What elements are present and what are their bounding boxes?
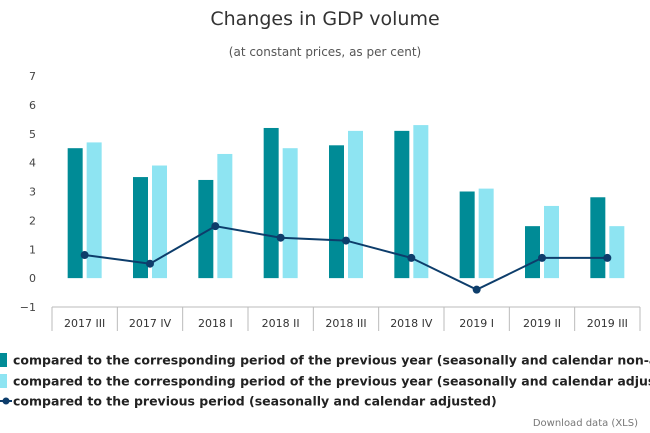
legend-item-label[interactable]: compared to the previous period (seasona… (13, 394, 497, 409)
x-tick-label: 2017 III (64, 317, 105, 330)
bar-series-1[interactable] (459, 191, 475, 279)
x-tick-label: 2017 IV (129, 317, 172, 330)
y-tick-label: 4 (29, 157, 36, 170)
y-tick-label: 5 (29, 128, 36, 141)
bar-series-2[interactable] (413, 125, 429, 279)
legend-marker (2, 397, 10, 405)
x-tick-label: 2018 II (262, 317, 300, 330)
bar-series-1[interactable] (263, 127, 279, 279)
chart-title: Changes in GDP volume (210, 8, 439, 30)
bar-series-2[interactable] (86, 142, 102, 279)
bar-series-1[interactable] (525, 226, 540, 279)
bar-series-2[interactable] (544, 205, 559, 279)
line-point[interactable] (342, 236, 350, 245)
bar-series-1[interactable] (133, 177, 148, 279)
y-tick-label: 3 (29, 186, 36, 199)
y-tick-label: 0 (29, 272, 36, 285)
bar-series-2[interactable] (282, 148, 298, 279)
legend-item-label[interactable]: compared to the corresponding period of … (13, 353, 650, 368)
x-tick-label: 2019 I (459, 317, 494, 330)
legend: compared to the corresponding period of … (0, 353, 650, 409)
y-tick-label: 6 (29, 99, 36, 112)
y-tick-label: 7 (29, 70, 36, 83)
line-point[interactable] (603, 253, 612, 262)
bar-series-1[interactable] (198, 179, 214, 279)
legend-swatch (0, 374, 7, 388)
line-point[interactable] (472, 285, 481, 294)
y-tick-label: 1 (29, 243, 36, 256)
y-tick-label: −1 (20, 301, 36, 314)
download-data-link[interactable]: Download data (XLS) (533, 418, 638, 429)
x-tick-label: 2019 II (523, 317, 561, 330)
bar-series-1[interactable] (329, 145, 344, 279)
bar-series-2[interactable] (478, 188, 494, 279)
chart-subtitle: (at constant prices, as per cent) (229, 45, 421, 59)
x-tick-label: 2019 III (587, 317, 628, 330)
bar-series-1[interactable] (67, 148, 83, 279)
bar-series-1[interactable] (590, 197, 606, 279)
legend-item-label[interactable]: compared to the corresponding period of … (13, 374, 650, 389)
line-point[interactable] (80, 251, 89, 260)
line-point[interactable] (407, 253, 416, 262)
x-tick-label: 2018 I (198, 317, 233, 330)
x-tick-label: 2018 IV (390, 317, 433, 330)
line-point[interactable] (538, 253, 546, 262)
bar-series-2[interactable] (348, 130, 363, 279)
bar-series-2[interactable] (609, 226, 625, 279)
line-point[interactable] (276, 233, 285, 242)
y-tick-label: 2 (29, 214, 36, 227)
legend-swatch (0, 353, 7, 367)
line-point[interactable] (146, 259, 154, 268)
bar-series-2[interactable] (217, 153, 233, 279)
bar-series-2[interactable] (152, 165, 167, 279)
line-point[interactable] (211, 222, 220, 231)
plot-area: 7 6 5 4 3 2 1 0 −1 2017 III 2017 IV 2018 I 2018 II 20… (20, 70, 641, 331)
bar-series-1[interactable] (394, 130, 410, 279)
x-tick-label: 2018 III (325, 317, 366, 330)
